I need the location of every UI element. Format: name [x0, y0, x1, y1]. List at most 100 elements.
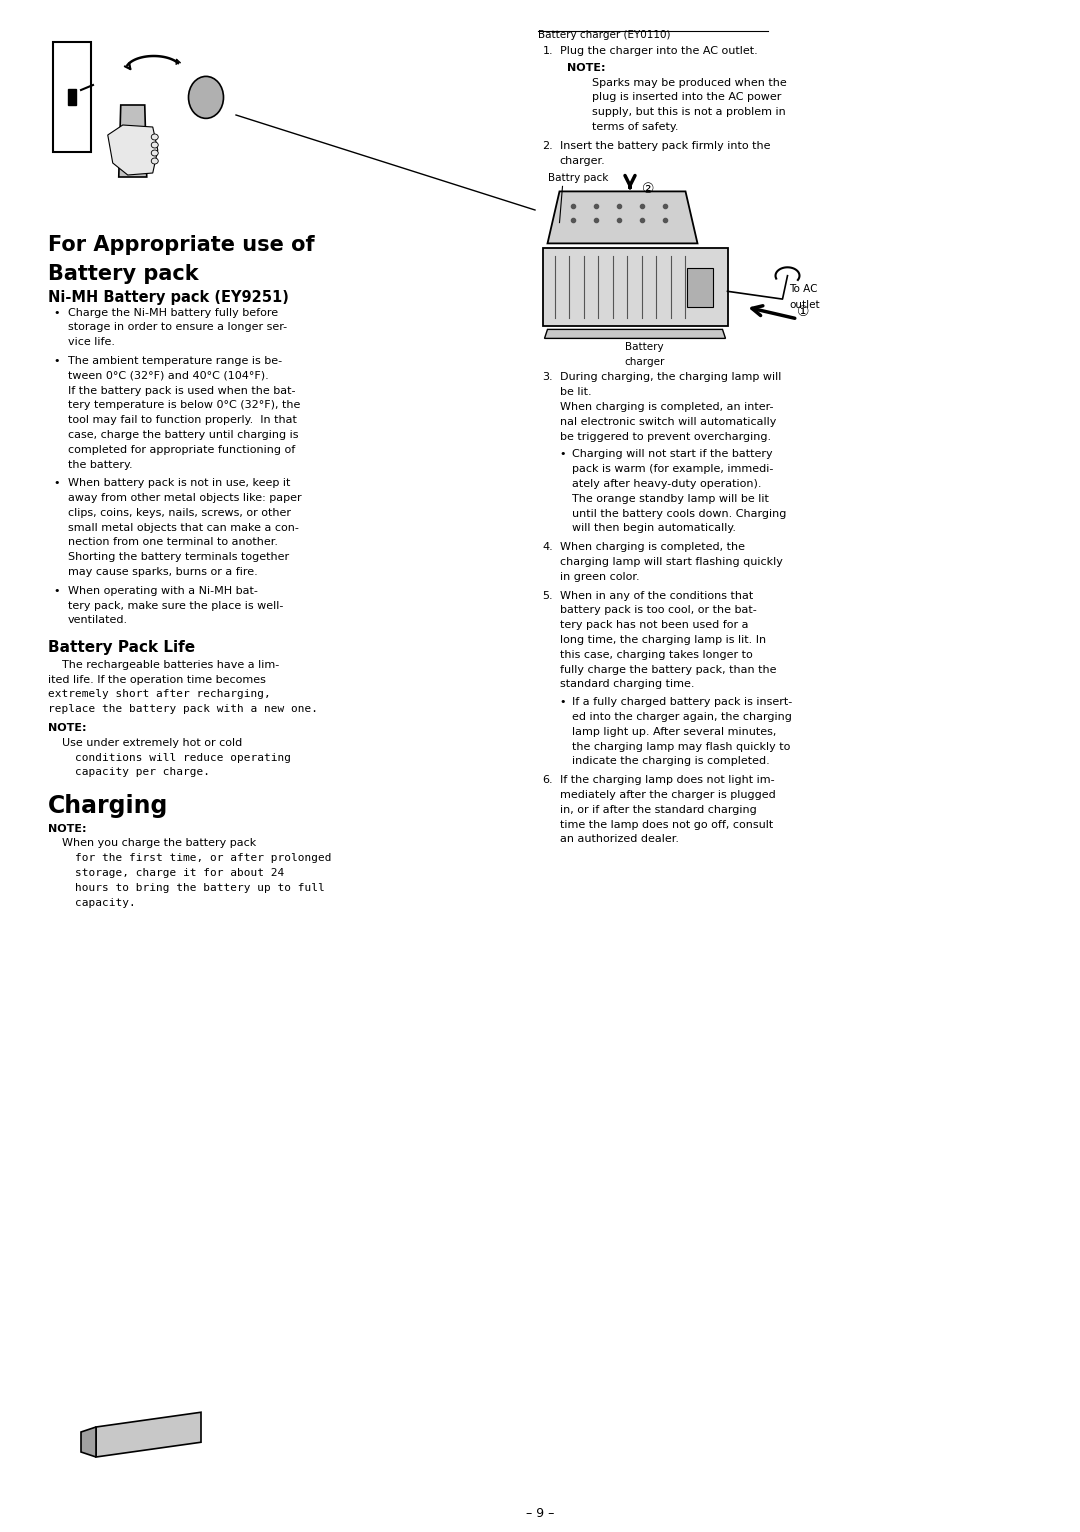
Text: tool may fail to function properly.  In that: tool may fail to function properly. In t… [68, 415, 297, 424]
Ellipse shape [189, 77, 224, 118]
Text: pack is warm (for example, immedi-: pack is warm (for example, immedi- [572, 464, 774, 475]
Text: Use under extremely hot or cold: Use under extremely hot or cold [48, 738, 242, 748]
Text: an authorized dealer.: an authorized dealer. [559, 835, 678, 844]
Text: Plug the charger into the AC outlet.: Plug the charger into the AC outlet. [559, 46, 757, 57]
Text: nal electronic switch will automatically: nal electronic switch will automatically [559, 417, 775, 427]
Text: When charging is completed, the: When charging is completed, the [559, 542, 744, 552]
Text: •: • [53, 585, 59, 596]
Text: the battery.: the battery. [68, 460, 133, 469]
Polygon shape [119, 106, 147, 178]
Text: •: • [559, 449, 566, 460]
Text: Insert the battery pack firmly into the: Insert the battery pack firmly into the [559, 141, 770, 150]
Text: mediately after the charger is plugged: mediately after the charger is plugged [559, 791, 775, 800]
Text: •: • [53, 478, 59, 489]
Text: – 9 –: – 9 – [526, 1507, 554, 1520]
Text: Charging will not start if the battery: Charging will not start if the battery [572, 449, 773, 460]
Text: ed into the charger again, the charging: ed into the charger again, the charging [572, 712, 793, 722]
Text: Battery charger (EY0110): Battery charger (EY0110) [538, 31, 670, 40]
Text: The rechargeable batteries have a lim-: The rechargeable batteries have a lim- [48, 660, 280, 669]
Text: NOTE:: NOTE: [567, 63, 606, 74]
Text: clips, coins, keys, nails, screws, or other: clips, coins, keys, nails, screws, or ot… [68, 509, 291, 518]
Text: be triggered to prevent overcharging.: be triggered to prevent overcharging. [559, 432, 771, 441]
Text: For Appropriate use of: For Appropriate use of [48, 234, 314, 254]
Bar [68, 89, 76, 106]
Bar [687, 268, 713, 306]
Text: charging lamp will start flashing quickly: charging lamp will start flashing quickl… [559, 558, 782, 567]
Text: ited life. If the operation time becomes: ited life. If the operation time becomes [48, 674, 266, 685]
Bar [53, 41, 91, 152]
Polygon shape [81, 1426, 96, 1457]
Text: When you charge the battery pack: When you charge the battery pack [48, 838, 256, 849]
Text: tery temperature is below 0°C (32°F), the: tery temperature is below 0°C (32°F), th… [68, 400, 300, 411]
Text: long time, the charging lamp is lit. In: long time, the charging lamp is lit. In [559, 634, 766, 645]
Text: Battery pack: Battery pack [48, 264, 199, 283]
Text: capacity per charge.: capacity per charge. [48, 768, 210, 777]
Polygon shape [544, 329, 726, 339]
Text: Shorting the battery terminals together: Shorting the battery terminals together [68, 553, 289, 562]
Text: battery pack is too cool, or the bat-: battery pack is too cool, or the bat- [559, 605, 756, 616]
Text: Charging: Charging [48, 794, 168, 818]
Text: be lit.: be lit. [559, 388, 591, 397]
Text: To AC: To AC [789, 283, 818, 294]
Text: indicate the charging is completed.: indicate the charging is completed. [572, 757, 770, 766]
Text: supply, but this is not a problem in: supply, but this is not a problem in [578, 107, 785, 118]
Text: this case, charging takes longer to: this case, charging takes longer to [559, 650, 753, 660]
Bar [542, 248, 728, 326]
Ellipse shape [151, 150, 159, 156]
Text: capacity.: capacity. [48, 898, 136, 907]
Text: tween 0°C (32°F) and 40°C (104°F).: tween 0°C (32°F) and 40°C (104°F). [68, 371, 269, 380]
Text: 6.: 6. [542, 775, 553, 786]
Text: outlet: outlet [789, 299, 820, 309]
Text: 1.: 1. [542, 46, 553, 57]
Text: If the battery pack is used when the bat-: If the battery pack is used when the bat… [68, 386, 296, 395]
Ellipse shape [151, 158, 159, 164]
Text: Battery Pack Life: Battery Pack Life [48, 640, 195, 656]
Text: •: • [53, 355, 59, 366]
Text: extremely short after recharging,: extremely short after recharging, [48, 689, 271, 700]
Text: will then begin automatically.: will then begin automatically. [572, 524, 737, 533]
Text: •: • [53, 308, 59, 317]
Text: small metal objects that can make a con-: small metal objects that can make a con- [68, 522, 299, 533]
Text: The ambient temperature range is be-: The ambient temperature range is be- [68, 355, 282, 366]
Text: •: • [559, 697, 566, 708]
Text: tery pack has not been used for a: tery pack has not been used for a [559, 620, 748, 630]
Text: NOTE:: NOTE: [48, 723, 86, 732]
Text: terms of safety.: terms of safety. [578, 123, 678, 132]
Text: When operating with a Ni-MH bat-: When operating with a Ni-MH bat- [68, 585, 258, 596]
Text: 3.: 3. [542, 372, 553, 383]
Text: until the battery cools down. Charging: until the battery cools down. Charging [572, 509, 787, 519]
Text: storage in order to ensure a longer ser-: storage in order to ensure a longer ser- [68, 322, 287, 332]
Text: lamp light up. After several minutes,: lamp light up. After several minutes, [572, 726, 777, 737]
Text: Sparks may be produced when the: Sparks may be produced when the [578, 78, 786, 87]
Text: 2.: 2. [542, 141, 553, 150]
Polygon shape [548, 192, 698, 244]
Text: Battry pack: Battry pack [548, 173, 608, 184]
Text: storage, charge it for about 24: storage, charge it for about 24 [48, 869, 284, 878]
Text: If the charging lamp does not light im-: If the charging lamp does not light im- [559, 775, 774, 786]
Text: When battery pack is not in use, keep it: When battery pack is not in use, keep it [68, 478, 291, 489]
Text: in, or if after the standard charging: in, or if after the standard charging [559, 804, 756, 815]
Text: If a fully charged battery pack is insert-: If a fully charged battery pack is inser… [572, 697, 793, 708]
Ellipse shape [151, 133, 159, 139]
Text: in green color.: in green color. [559, 571, 639, 582]
Text: away from other metal objects like: paper: away from other metal objects like: pape… [68, 493, 301, 502]
Text: ventilated.: ventilated. [68, 616, 129, 625]
Text: time the lamp does not go off, consult: time the lamp does not go off, consult [559, 820, 773, 830]
Text: Battery: Battery [625, 342, 663, 352]
Text: ately after heavy-duty operation).: ately after heavy-duty operation). [572, 480, 762, 489]
Text: hours to bring the battery up to full: hours to bring the battery up to full [48, 882, 325, 893]
Ellipse shape [151, 142, 159, 149]
Text: charger: charger [624, 357, 664, 368]
Text: completed for appropriate functioning of: completed for appropriate functioning of [68, 444, 295, 455]
Text: charger.: charger. [559, 156, 605, 165]
Text: 4.: 4. [542, 542, 553, 552]
Text: plug is inserted into the AC power: plug is inserted into the AC power [578, 92, 781, 103]
Text: ②: ② [642, 182, 654, 196]
Text: may cause sparks, burns or a fire.: may cause sparks, burns or a fire. [68, 567, 258, 578]
Polygon shape [108, 126, 158, 175]
Text: the charging lamp may flash quickly to: the charging lamp may flash quickly to [572, 741, 791, 752]
Polygon shape [96, 1413, 201, 1457]
Text: Charge the Ni-MH battery fully before: Charge the Ni-MH battery fully before [68, 308, 279, 317]
Text: case, charge the battery until charging is: case, charge the battery until charging … [68, 430, 298, 440]
Text: During charging, the charging lamp will: During charging, the charging lamp will [559, 372, 781, 383]
